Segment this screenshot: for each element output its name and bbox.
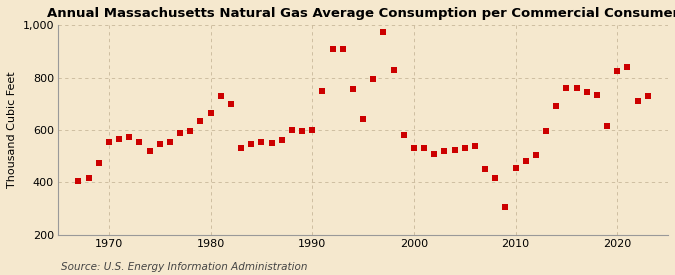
Point — [561, 86, 572, 90]
Point — [236, 146, 246, 150]
Point — [348, 87, 358, 92]
Point — [541, 129, 551, 133]
Point — [83, 176, 94, 181]
Point — [246, 142, 256, 147]
Point — [297, 129, 308, 133]
Y-axis label: Thousand Cubic Feet: Thousand Cubic Feet — [7, 72, 17, 188]
Point — [114, 137, 125, 141]
Point — [581, 90, 592, 94]
Point — [601, 124, 612, 128]
Point — [317, 89, 328, 93]
Point — [622, 65, 632, 69]
Point — [449, 147, 460, 152]
Point — [551, 104, 562, 109]
Point — [185, 129, 196, 133]
Point — [612, 69, 622, 73]
Point — [480, 167, 491, 171]
Point — [460, 146, 470, 150]
Point — [490, 176, 501, 181]
Point — [368, 77, 379, 81]
Point — [175, 130, 186, 135]
Point — [195, 119, 206, 123]
Point — [470, 144, 481, 148]
Point — [134, 139, 145, 144]
Point — [429, 151, 439, 156]
Point — [266, 141, 277, 145]
Point — [165, 139, 176, 144]
Point — [155, 142, 165, 147]
Point — [439, 149, 450, 153]
Point — [225, 101, 236, 106]
Point — [520, 159, 531, 164]
Point — [73, 179, 84, 183]
Point — [571, 86, 582, 90]
Point — [632, 99, 643, 103]
Point — [256, 139, 267, 144]
Title: Annual Massachusetts Natural Gas Average Consumption per Commercial Consumer: Annual Massachusetts Natural Gas Average… — [47, 7, 675, 20]
Point — [276, 138, 287, 143]
Point — [398, 133, 409, 138]
Point — [643, 94, 653, 98]
Point — [93, 161, 104, 165]
Point — [591, 92, 602, 97]
Point — [510, 166, 521, 170]
Point — [418, 146, 429, 150]
Point — [338, 47, 348, 51]
Point — [531, 153, 541, 157]
Point — [378, 30, 389, 34]
Point — [287, 128, 298, 132]
Point — [500, 205, 511, 209]
Point — [124, 134, 135, 139]
Point — [408, 146, 419, 150]
Point — [307, 128, 318, 132]
Point — [205, 111, 216, 115]
Point — [144, 149, 155, 153]
Point — [103, 139, 114, 144]
Point — [215, 94, 226, 98]
Point — [388, 68, 399, 72]
Point — [358, 117, 369, 122]
Point — [327, 47, 338, 51]
Text: Source: U.S. Energy Information Administration: Source: U.S. Energy Information Administ… — [61, 262, 307, 272]
